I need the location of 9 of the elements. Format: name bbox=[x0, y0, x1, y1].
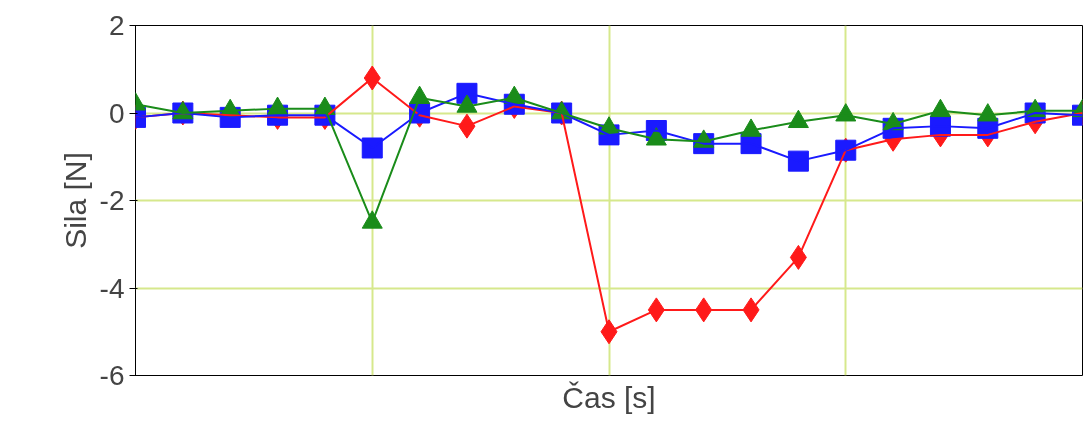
y-axis-title: Sila [N] bbox=[58, 152, 92, 249]
x-axis-title: Čas [s] bbox=[562, 380, 656, 414]
y-tick-label: 2 bbox=[108, 10, 125, 41]
y-tick-label: -6 bbox=[99, 360, 125, 391]
y-tick-label: 0 bbox=[108, 97, 125, 129]
y-tick-label: -2 bbox=[99, 185, 125, 216]
y-tick-label: -4 bbox=[99, 272, 125, 304]
point bbox=[787, 150, 809, 172]
point bbox=[361, 137, 383, 159]
